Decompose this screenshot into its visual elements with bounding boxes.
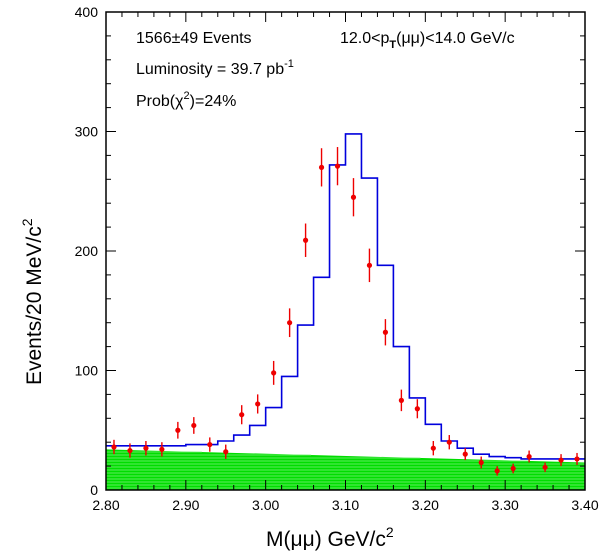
data-point [430,445,436,451]
data-point [239,412,245,418]
axis-ticks-layer: 2.80 2.90 3.00 3.10 3.20 3.30 3.40 0 100 200 300 40… [75,4,599,513]
y-axis-title: Events/20 MeV/c2 [19,218,46,385]
data-point [223,449,229,455]
data-point [191,422,197,429]
data-point [510,465,516,472]
data-point [334,163,341,169]
x-tick-label: 3.00 [252,497,279,513]
y-tick-label: 100 [75,363,99,379]
data-point [318,164,325,170]
data-point [287,320,293,326]
x-tick-label: 3.10 [332,497,359,513]
luminosity-annotation: Luminosity = 39.7 pb-1 [136,58,294,78]
data-point [478,459,484,466]
data-point [366,262,373,268]
fit-histogram-line [106,133,585,460]
x-tick-label: 3.30 [492,497,519,513]
data-point [542,464,548,470]
pt-range-annotation: 12.0<pT(μμ)<14.0 GeV/c [340,30,515,51]
data-point [462,451,468,457]
data-point [255,401,261,407]
x-tick-label: 3.20 [412,497,439,513]
x-axis-title: M(μμ) GeV/c2 [266,524,394,551]
data-point [446,439,452,445]
data-point [302,237,309,243]
data-point [494,468,500,474]
data-point [271,370,277,376]
y-tick-label: 300 [75,124,99,140]
data-point [558,457,564,463]
y-tick-label: 400 [75,4,99,20]
data-points-layer [111,147,580,476]
data-point [574,456,580,462]
data-point [350,194,357,200]
data-point [414,406,420,412]
y-tick-label: 200 [75,243,99,259]
x-tick-label: 2.90 [172,497,199,513]
probability-annotation: Prob(χ2)=24% [136,90,236,110]
data-point [382,329,389,335]
data-point [127,447,133,454]
events-annotation: 1566±49 Events [136,30,252,47]
x-tick-label: 3.40 [571,497,598,513]
data-point [175,427,181,433]
plot-frame [105,11,586,491]
data-point [111,444,117,450]
fit-histogram-layer [106,133,585,460]
data-point [398,397,404,403]
data-point [526,453,532,460]
x-tick-label: 2.80 [92,497,119,513]
y-tick-label: 0 [90,482,98,498]
data-point [143,445,149,451]
data-point [207,441,213,448]
data-point [159,446,165,452]
